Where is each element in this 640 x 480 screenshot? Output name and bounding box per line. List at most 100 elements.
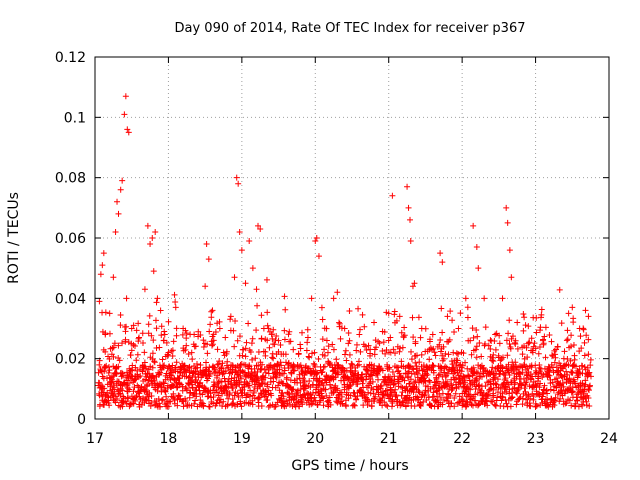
data-point [125, 380, 132, 387]
data-point [390, 381, 397, 388]
data-point [216, 358, 223, 365]
data-point [281, 293, 288, 300]
data-point [515, 386, 522, 393]
data-point [234, 401, 241, 408]
data-point [257, 366, 264, 373]
data-point [563, 337, 570, 344]
data-point [549, 352, 556, 359]
data-point [526, 339, 533, 346]
data-point [182, 346, 189, 353]
data-point [252, 355, 259, 362]
data-point [119, 387, 126, 394]
data-point [301, 382, 308, 389]
data-point [508, 274, 515, 281]
data-point [168, 372, 175, 379]
data-point [125, 129, 132, 136]
data-point [135, 335, 142, 342]
data-point [505, 369, 512, 376]
data-point [506, 317, 513, 324]
data-point [586, 382, 593, 389]
data-point [404, 373, 411, 380]
data-point [497, 357, 504, 364]
data-point [124, 395, 131, 402]
data-point [334, 371, 341, 378]
data-point [362, 343, 369, 350]
data-point [211, 381, 218, 388]
data-point [203, 241, 210, 248]
data-point [429, 331, 436, 338]
data-point [498, 397, 505, 404]
data-point [392, 386, 399, 393]
data-point [136, 334, 143, 341]
data-point [255, 222, 262, 229]
data-point [579, 402, 586, 409]
data-point [537, 380, 544, 387]
data-point [418, 351, 425, 358]
data-point [150, 337, 157, 344]
data-point [197, 362, 204, 369]
data-point [538, 306, 545, 313]
data-point [521, 314, 528, 321]
data-point [99, 262, 106, 269]
data-point [343, 367, 350, 374]
data-point [472, 391, 479, 398]
data-point [197, 396, 204, 403]
data-point [250, 387, 257, 394]
data-point [430, 369, 437, 376]
data-point [210, 337, 217, 344]
data-point [223, 348, 230, 355]
data-point [454, 357, 461, 364]
data-point [558, 320, 565, 327]
data-point [380, 339, 387, 346]
data-point [383, 402, 390, 409]
data-point [270, 326, 277, 333]
data-point [346, 308, 353, 315]
data-point [514, 390, 521, 397]
data-point [542, 354, 549, 361]
data-point [117, 322, 124, 329]
data-point [102, 309, 109, 316]
data-point [540, 336, 547, 343]
data-point [350, 401, 357, 408]
data-point [103, 362, 110, 369]
data-point [237, 372, 244, 379]
data-point [281, 367, 288, 374]
data-point [391, 311, 398, 318]
data-point [216, 325, 223, 332]
data-point [141, 349, 148, 356]
y-tick-label: 0.08 [55, 171, 86, 187]
data-point [128, 367, 135, 374]
data-point [200, 403, 207, 410]
data-point [218, 364, 225, 371]
data-point [204, 350, 211, 357]
data-point [503, 337, 510, 344]
data-point [342, 347, 349, 354]
data-point [167, 398, 174, 405]
data-point [245, 320, 252, 327]
data-point [241, 383, 248, 390]
data-point [355, 305, 362, 312]
data-point [265, 403, 272, 410]
data-point [231, 343, 238, 350]
data-point [546, 365, 553, 372]
data-point [558, 386, 565, 393]
data-point [368, 402, 375, 409]
data-point [261, 380, 268, 387]
data-point [313, 235, 320, 241]
data-point [350, 389, 357, 396]
data-point [153, 325, 160, 332]
data-point [527, 395, 534, 402]
data-point [254, 368, 261, 375]
data-point [482, 382, 489, 389]
data-point [490, 358, 497, 365]
data-point [578, 345, 585, 352]
data-point [502, 375, 509, 382]
data-point [161, 331, 168, 338]
data-point [524, 354, 531, 361]
data-point [439, 401, 446, 408]
data-point [326, 394, 333, 401]
data-point [541, 382, 548, 389]
data-point [487, 371, 494, 378]
data-point [500, 403, 507, 410]
data-point [557, 395, 564, 402]
